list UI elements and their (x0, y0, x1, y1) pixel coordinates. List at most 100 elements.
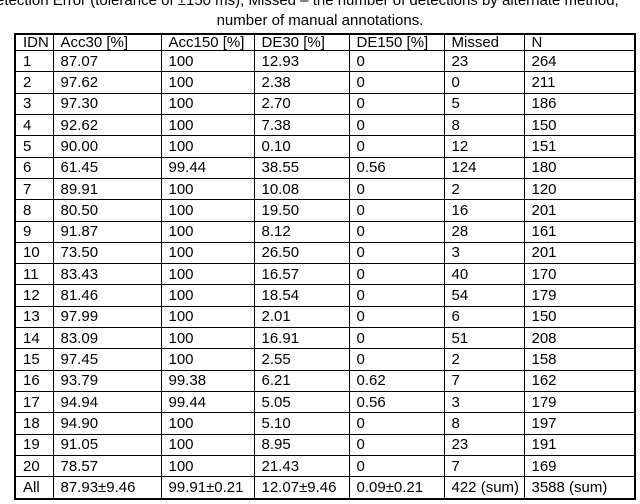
table-cell: 100 (160, 71, 255, 94)
table-cell: 5 (14, 135, 54, 158)
table-cell: 208 (523, 327, 636, 350)
table-cell: 12 (14, 284, 54, 307)
table-cell: 94.94 (52, 390, 162, 414)
table-cell: 0 (348, 348, 445, 371)
table-cell: 191 (523, 433, 636, 456)
table-cell: 87.07 (52, 49, 162, 73)
table-cell: 161 (523, 220, 636, 243)
table-cell: 100 (160, 199, 255, 222)
table-cell: 99.44 (160, 390, 255, 414)
table-cell: 51 (443, 327, 525, 350)
table-cell: 15 (14, 348, 54, 371)
table-cell: 100 (160, 113, 255, 137)
column-header: Acc150 [%] (160, 33, 255, 51)
table-cell: 100 (160, 92, 255, 115)
table-cell: 100 (160, 305, 255, 329)
table-cell: 14 (14, 327, 54, 350)
table-cell: 91.05 (52, 433, 162, 456)
table-cell: 81.46 (52, 284, 162, 307)
table-cell: 0 (348, 135, 445, 158)
table-cell: 92.62 (52, 113, 162, 137)
table-cell: 0 (348, 199, 445, 222)
table-cell: 8 (443, 113, 525, 137)
table-cell: 2.38 (253, 71, 350, 94)
table-cell: 264 (523, 49, 636, 73)
table-cell: 179 (523, 284, 636, 307)
table-cell: 80.50 (52, 199, 162, 222)
table-cell: 100 (160, 220, 255, 243)
table-cell: 5.05 (253, 390, 350, 414)
table-cell: 54 (443, 284, 525, 307)
table-cell: 83.43 (52, 263, 162, 286)
table-cell: 5.10 (253, 412, 350, 435)
table-cell: 2 (443, 348, 525, 371)
table-cell: 3 (443, 390, 525, 414)
table-cell: 2.70 (253, 92, 350, 115)
caption-line2-text: number of manual annotations. (216, 12, 424, 29)
table-cell: 0 (348, 263, 445, 286)
table-cell: 0 (443, 71, 525, 94)
table-cell: 16.91 (253, 327, 350, 350)
table-cell: 0 (348, 49, 445, 73)
table-cell: 3 (14, 92, 54, 115)
table-cell: 12.93 (253, 49, 350, 73)
table-cell: 73.50 (52, 241, 162, 265)
table-cell: All (14, 476, 54, 500)
table-cell: 8 (443, 412, 525, 435)
table-cell: 2 (14, 71, 54, 94)
table-row: 11 83.43 100 16.57 0 40 170 (14, 263, 636, 286)
table-cell: 170 (523, 263, 636, 286)
table-cell: 16.57 (253, 263, 350, 286)
table-cell: 40 (443, 263, 525, 286)
column-header: DE30 [%] (253, 33, 350, 51)
table-cell: 0.10 (253, 135, 350, 158)
table-body: 1 87.07 100 12.93 0 23 264 2 97.62 100 2.38 0 0 211 3 9… (14, 49, 636, 500)
table-cell: 91.87 (52, 220, 162, 243)
table-cell: 124 (443, 156, 525, 179)
table-cell: 180 (523, 156, 636, 179)
table-cell: 16 (14, 369, 54, 393)
table-row: 13 97.99 100 2.01 0 6 150 (14, 305, 636, 329)
table-row: 17 94.94 99.44 5.05 0.56 3 179 (14, 390, 636, 414)
table-cell: 99.38 (160, 369, 255, 393)
table-cell: 100 (160, 135, 255, 158)
table-cell: 422 (sum) (443, 476, 525, 500)
results-table: IDN Acc30 [%] Acc150 [%] DE30 [%] DE150 [%] M… (14, 33, 636, 500)
table-cell: 151 (523, 135, 636, 158)
table-cell: 89.91 (52, 177, 162, 201)
table-cell: 100 (160, 241, 255, 265)
table-cell: 99.91±0.21 (160, 476, 255, 500)
table-row: 12 81.46 100 18.54 0 54 179 (14, 284, 636, 307)
table-cell: 0 (348, 92, 445, 115)
table-cell: 97.30 (52, 92, 162, 115)
table-cell: 97.99 (52, 305, 162, 329)
table-cell: 93.79 (52, 369, 162, 393)
table-cell: 11 (14, 263, 54, 286)
table-row: 20 78.57 100 21.43 0 7 169 (14, 454, 636, 478)
table-cell: 19.50 (253, 199, 350, 222)
table-cell: 61.45 (52, 156, 162, 179)
table-cell: 94.90 (52, 412, 162, 435)
table-cell: 99.44 (160, 156, 255, 179)
table-cell: 78.57 (52, 454, 162, 478)
table-row: 10 73.50 100 26.50 0 3 201 (14, 241, 636, 265)
table-cell: 211 (523, 71, 636, 94)
table-row: 18 94.90 100 5.10 0 8 197 (14, 412, 636, 435)
table-cell: 3 (443, 241, 525, 265)
table-row: 14 83.09 100 16.91 0 51 208 (14, 327, 636, 350)
column-header: DE150 [%] (348, 33, 445, 51)
table-row: 1 87.07 100 12.93 0 23 264 (14, 49, 636, 73)
table-cell: 10 (14, 241, 54, 265)
table-cell: 0 (348, 454, 445, 478)
table-header-row: IDN Acc30 [%] Acc150 [%] DE30 [%] DE150 [%] M… (14, 33, 636, 51)
table-cell: 8 (14, 199, 54, 222)
column-header: IDN (14, 33, 54, 51)
table-cell: 197 (523, 412, 636, 435)
table-cell: 7.38 (253, 113, 350, 137)
table-cell: 158 (523, 348, 636, 371)
table-cell: 0 (348, 284, 445, 307)
table-cell: 7 (443, 454, 525, 478)
table-cell: 100 (160, 49, 255, 73)
table-cell: 120 (523, 177, 636, 201)
table-cell: 100 (160, 263, 255, 286)
